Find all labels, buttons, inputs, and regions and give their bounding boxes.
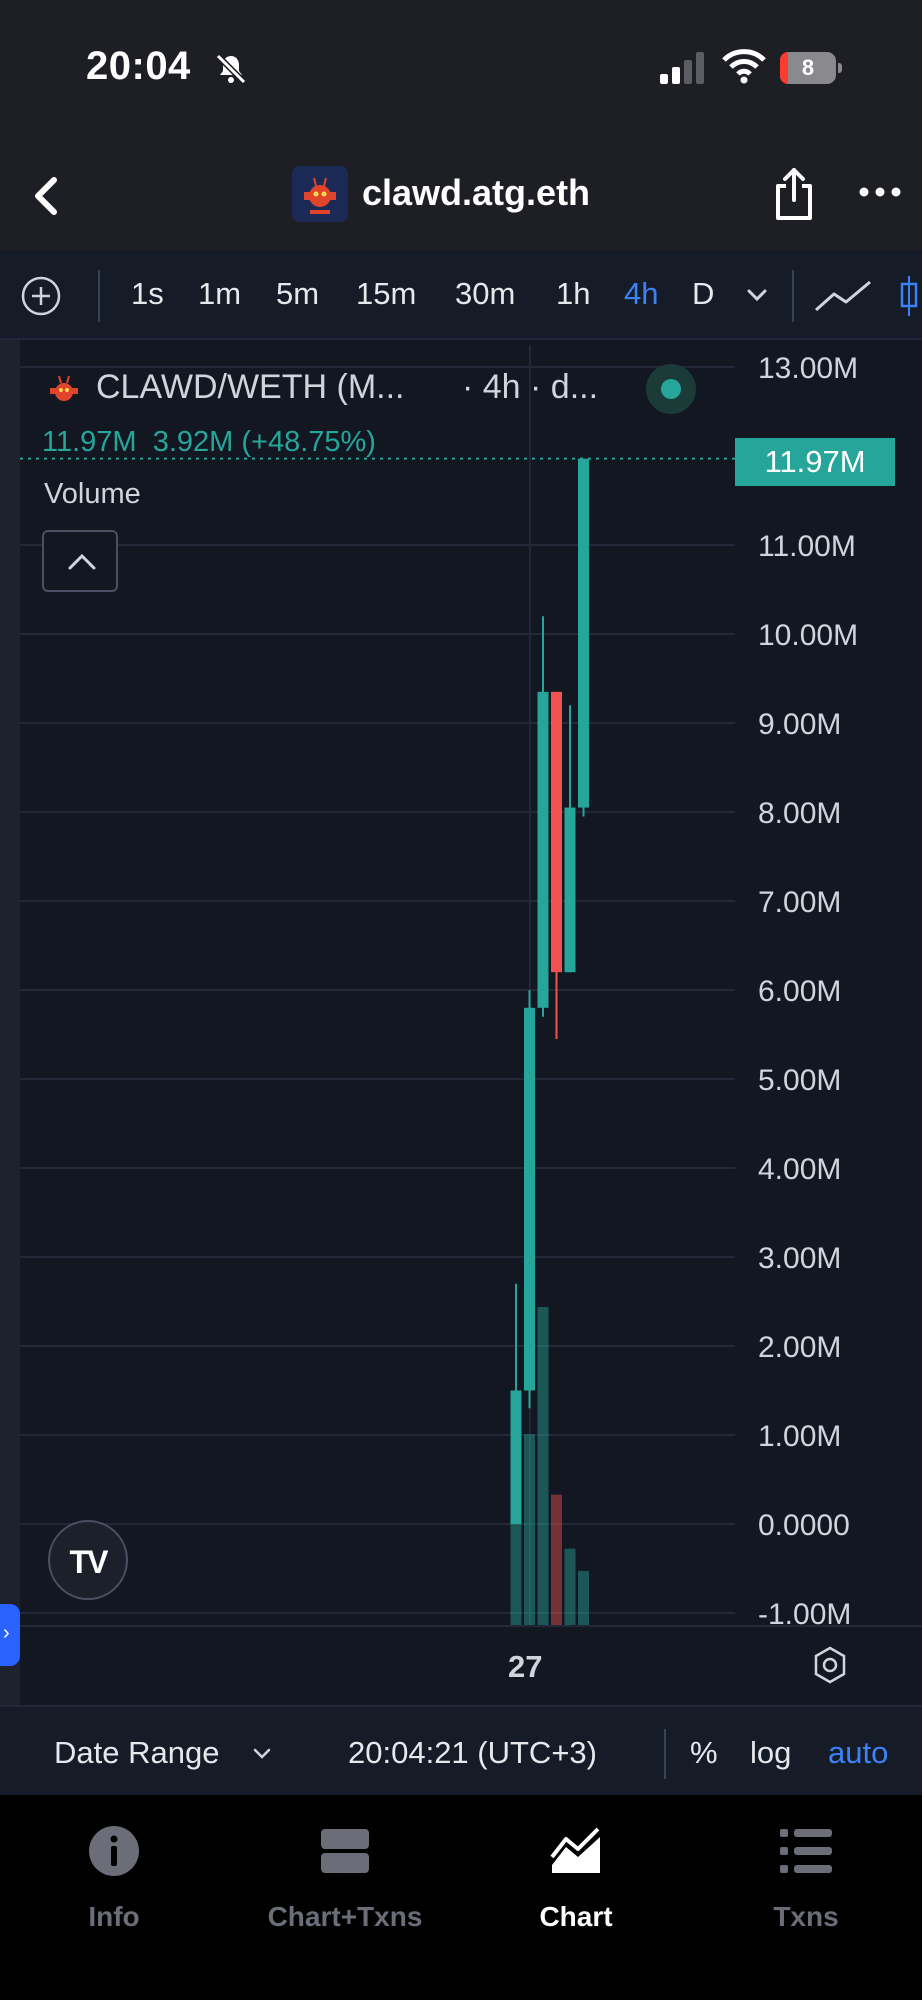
chart-toolbar: 1s 1m 5m 15m 30m 1h 4h D bbox=[0, 250, 922, 340]
percent-scale-button[interactable]: % bbox=[690, 1735, 718, 1770]
bell-slash-icon bbox=[215, 53, 247, 85]
candle-type-icon[interactable] bbox=[896, 274, 922, 318]
volume-label: Volume bbox=[44, 478, 141, 510]
date-bar-divider bbox=[664, 1729, 666, 1779]
legend-token-icon bbox=[50, 375, 78, 401]
date-range-bar: Date Range 20:04:21 (UTC+3) % log auto bbox=[0, 1705, 922, 1795]
list-icon bbox=[780, 1829, 832, 1873]
drawing-toolbar-handle[interactable]: › bbox=[0, 1604, 20, 1666]
time-axis: 27 bbox=[20, 1625, 922, 1705]
legend-change: 3.92M (+48.75%) bbox=[152, 426, 376, 458]
status-time: 20:04 bbox=[86, 44, 191, 88]
chevron-up-icon bbox=[68, 553, 96, 570]
interval-15m[interactable]: 15m bbox=[356, 276, 417, 311]
split-view-icon bbox=[321, 1829, 369, 1873]
chart-area[interactable] bbox=[0, 340, 922, 1705]
tab-txns-label: Txns bbox=[773, 1901, 839, 1932]
tab-chart-label: Chart bbox=[539, 1901, 613, 1932]
interval-1h[interactable]: 1h bbox=[556, 276, 591, 311]
legend-last-price: 11.97M bbox=[42, 426, 137, 458]
share-icon[interactable] bbox=[772, 166, 816, 222]
info-icon bbox=[89, 1826, 139, 1876]
more-icon[interactable] bbox=[858, 180, 902, 204]
interval-5m[interactable]: 5m bbox=[276, 276, 320, 311]
log-scale-button[interactable]: log bbox=[750, 1735, 792, 1770]
left-drawing-strip bbox=[0, 340, 20, 1705]
tab-txns[interactable]: Txns bbox=[706, 1825, 906, 1945]
toolbar-divider bbox=[98, 270, 100, 322]
nav-bar: clawd.atg.eth bbox=[0, 140, 922, 250]
wifi-icon bbox=[722, 49, 766, 84]
battery-icon: 8 bbox=[780, 52, 842, 84]
tab-info[interactable]: Info bbox=[14, 1825, 214, 1945]
bottom-tab-bar: Info Chart+Txns Chart Txns bbox=[0, 1795, 922, 2000]
area-chart-icon bbox=[550, 1827, 600, 1873]
signal-icon bbox=[660, 52, 704, 84]
add-indicator-icon[interactable] bbox=[20, 275, 62, 317]
timezone-clock[interactable]: 20:04:21 (UTC+3) bbox=[348, 1735, 597, 1770]
legend-values: 11.97M 3.92M (+48.75%) bbox=[42, 426, 376, 459]
legend-meta: · 4h · d... bbox=[462, 368, 599, 406]
status-bar: 20:04 8 bbox=[0, 0, 922, 140]
last-price-badge: 11.97M bbox=[735, 438, 895, 486]
legend-pair-title[interactable]: CLAWD/WETH (M... bbox=[96, 368, 405, 406]
live-status-dot bbox=[646, 364, 696, 414]
settings-icon[interactable] bbox=[810, 1645, 850, 1685]
collapse-legend-button[interactable] bbox=[42, 530, 118, 592]
tab-chart[interactable]: Chart bbox=[476, 1825, 676, 1945]
tab-info-label: Info bbox=[88, 1901, 140, 1932]
interval-4h[interactable]: 4h bbox=[624, 276, 659, 311]
line-chart-icon[interactable] bbox=[812, 276, 874, 316]
nav-title: clawd.atg.eth bbox=[362, 172, 591, 213]
interval-30m[interactable]: 30m bbox=[455, 276, 516, 311]
interval-1s[interactable]: 1s bbox=[131, 276, 164, 311]
tab-chart-txns-label: Chart+Txns bbox=[267, 1901, 423, 1932]
auto-scale-button[interactable]: auto bbox=[828, 1735, 889, 1770]
battery-level: 8 bbox=[801, 55, 815, 80]
token-avatar bbox=[292, 166, 348, 222]
interval-1m[interactable]: 1m bbox=[198, 276, 242, 311]
tab-chart-txns[interactable]: Chart+Txns bbox=[245, 1825, 445, 1945]
time-axis-label: 27 bbox=[508, 1649, 543, 1684]
toolbar-divider bbox=[792, 270, 794, 322]
interval-d[interactable]: D bbox=[692, 276, 715, 311]
tradingview-logo[interactable]: TV bbox=[48, 1520, 128, 1600]
back-chevron-icon[interactable] bbox=[26, 174, 66, 218]
chevron-down-icon[interactable] bbox=[745, 286, 769, 304]
chevron-down-icon[interactable] bbox=[252, 1747, 272, 1761]
date-range-button[interactable]: Date Range bbox=[54, 1735, 220, 1770]
